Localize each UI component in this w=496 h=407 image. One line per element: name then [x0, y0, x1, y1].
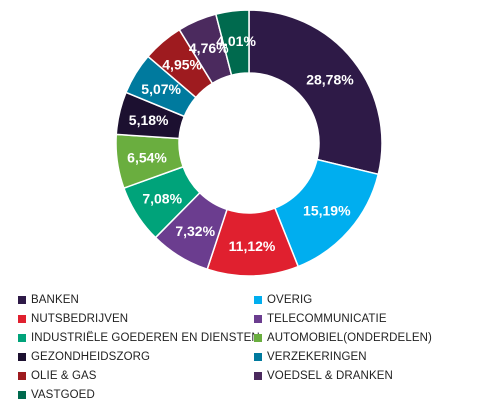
- legend-label: VASTGOED: [31, 389, 95, 401]
- legend-label: NUTSBEDRIJVEN: [31, 313, 129, 325]
- slice-value-label: 5,07%: [141, 81, 181, 97]
- donut-slice-0: [248, 9, 383, 176]
- legend-item: NUTSBEDRIJVEN: [12, 311, 248, 327]
- legend-item: GEZONDHEIDSZORG: [12, 349, 248, 365]
- slice-value-label: 28,78%: [306, 71, 354, 87]
- legend-swatch: [254, 334, 262, 342]
- legend-item: VASTGOED: [12, 387, 248, 403]
- slice-value-label: 6,54%: [127, 149, 167, 165]
- legend-label: GEZONDHEIDSZORG: [31, 351, 151, 363]
- legend-item: OVERIG: [248, 292, 484, 308]
- legend-item: VOEDSEL & DRANKEN: [248, 368, 484, 384]
- legend-label: VERZEKERINGEN: [267, 351, 367, 363]
- slice-value-label: 11,12%: [229, 238, 276, 254]
- slice-value-label: 4,01%: [216, 33, 256, 49]
- legend-swatch: [18, 315, 26, 323]
- legend-label: TELECOMMUNICATIE: [267, 313, 387, 325]
- legend-swatch: [254, 315, 262, 323]
- legend-label: AUTOMOBIEL(ONDERDELEN): [267, 332, 432, 344]
- donut-slices: [115, 9, 383, 277]
- slice-value-label: 7,32%: [175, 223, 215, 239]
- legend-item: BANKEN: [12, 292, 248, 308]
- legend-item: TELECOMMUNICATIE: [248, 311, 484, 327]
- legend-swatch: [254, 296, 262, 304]
- donut-slice-10: [214, 9, 250, 77]
- legend-item: AUTOMOBIEL(ONDERDELEN): [248, 330, 484, 346]
- legend-item: VERZEKERINGEN: [248, 349, 484, 365]
- legend-label: OVERIG: [267, 294, 313, 306]
- slice-value-label: 4,95%: [162, 57, 202, 73]
- legend-item: INDUSTRIËLE GOEDEREN EN DIENSTEN: [12, 330, 260, 346]
- legend-swatch: [254, 372, 262, 380]
- legend-item: OLIE & GAS: [12, 368, 248, 384]
- slice-value-label: 15,19%: [303, 203, 351, 219]
- legend-swatch: [18, 391, 26, 399]
- legend-swatch: [18, 353, 26, 361]
- legend-swatch: [254, 353, 262, 361]
- donut-chart: 28,78% 15,19% 11,12% 7,32% 7,08% 6,54% 5,18% 5,…: [115, 9, 383, 277]
- legend-label: OLIE & GAS: [31, 370, 97, 382]
- legend-swatch: [18, 334, 26, 342]
- legend-label: BANKEN: [31, 294, 79, 306]
- slice-value-label: 4,76%: [189, 40, 229, 56]
- slice-value-label: 5,18%: [129, 112, 169, 128]
- slice-value-label: 7,08%: [142, 190, 182, 206]
- donut-labels: 28,78% 15,19% 11,12% 7,32% 7,08% 6,54% 5,18% 5,…: [127, 33, 354, 254]
- legend-label: INDUSTRIËLE GOEDEREN EN DIENSTEN: [31, 332, 260, 344]
- legend-label: VOEDSEL & DRANKEN: [267, 370, 393, 382]
- legend-swatch: [18, 372, 26, 380]
- legend-swatch: [18, 296, 26, 304]
- chart-legend: BANKEN OVERIG NUTSBEDRIJVEN TELECOMMUNICATI…: [12, 292, 492, 403]
